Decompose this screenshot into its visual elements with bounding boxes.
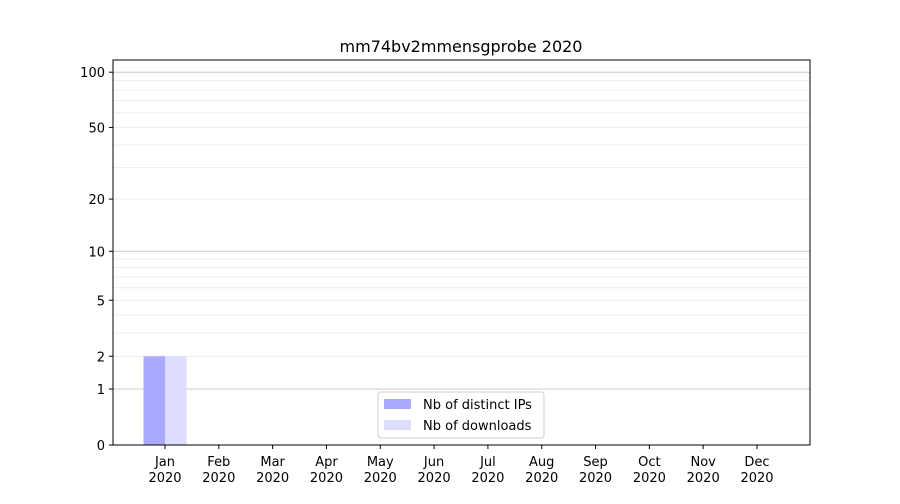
x-tick-label: Oct 2020 <box>633 455 666 486</box>
y-tick-label: 5 <box>97 294 105 309</box>
y-tick-label: 20 <box>88 193 105 208</box>
y-tick-label: 2 <box>97 350 105 365</box>
x-tick-label: Jul 2020 <box>471 455 504 486</box>
legend-swatch-distinct-ips <box>384 399 411 409</box>
bar-downloads <box>165 356 187 445</box>
x-tick-label: Feb 2020 <box>202 455 235 486</box>
legend-label-downloads: Nb of downloads <box>423 419 532 434</box>
x-tick-label: May 2020 <box>364 455 397 486</box>
chart-title: mm74bv2mmensgprobe 2020 <box>340 37 583 56</box>
y-tick-label: 0 <box>97 439 105 454</box>
bar-distinct-ips <box>143 356 165 445</box>
x-tick-label: Jan 2020 <box>148 455 181 486</box>
x-tick-label: Jun 2020 <box>418 455 451 486</box>
x-tick-label: Mar 2020 <box>256 455 289 486</box>
legend-label-distinct-ips: Nb of distinct IPs <box>423 398 532 413</box>
legend-swatch-downloads <box>384 420 411 430</box>
y-tick-label: 1 <box>97 383 105 398</box>
legend: Nb of distinct IPs Nb of downloads <box>377 391 545 439</box>
plot-frame <box>112 59 811 446</box>
y-tick-label: 50 <box>88 121 105 136</box>
x-tick-label: Dec 2020 <box>740 455 773 486</box>
x-tick-label: Aug 2020 <box>525 455 558 486</box>
y-tick-label: 10 <box>88 245 105 260</box>
x-tick-label: Sep 2020 <box>579 455 612 486</box>
y-tick-label: 100 <box>80 66 105 81</box>
x-tick-label: Nov 2020 <box>687 455 720 486</box>
x-tick-label: Apr 2020 <box>310 455 343 486</box>
